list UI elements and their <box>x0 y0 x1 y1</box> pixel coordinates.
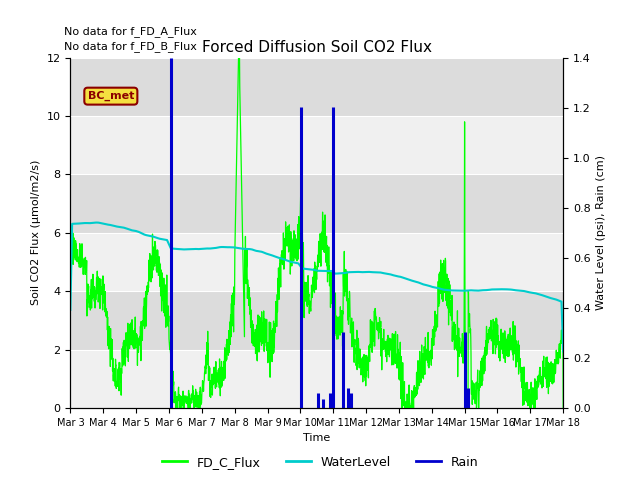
Legend: FD_C_Flux, WaterLevel, Rain: FD_C_Flux, WaterLevel, Rain <box>157 451 483 474</box>
Bar <box>70 116 563 174</box>
X-axis label: Time: Time <box>303 433 330 443</box>
Bar <box>70 174 563 233</box>
Y-axis label: Soil CO2 Flux (μmol/m2/s): Soil CO2 Flux (μmol/m2/s) <box>31 160 41 305</box>
Y-axis label: Water Level (psi), Rain (cm): Water Level (psi), Rain (cm) <box>596 156 606 310</box>
Text: BC_met: BC_met <box>88 91 134 101</box>
Text: No data for f_FD_A_Flux: No data for f_FD_A_Flux <box>64 26 197 37</box>
Title: Forced Diffusion Soil CO2 Flux: Forced Diffusion Soil CO2 Flux <box>202 40 432 55</box>
Bar <box>70 291 563 349</box>
Bar <box>70 58 563 116</box>
Bar <box>70 233 563 291</box>
Text: No data for f_FD_B_Flux: No data for f_FD_B_Flux <box>64 41 197 52</box>
Bar <box>70 349 563 408</box>
